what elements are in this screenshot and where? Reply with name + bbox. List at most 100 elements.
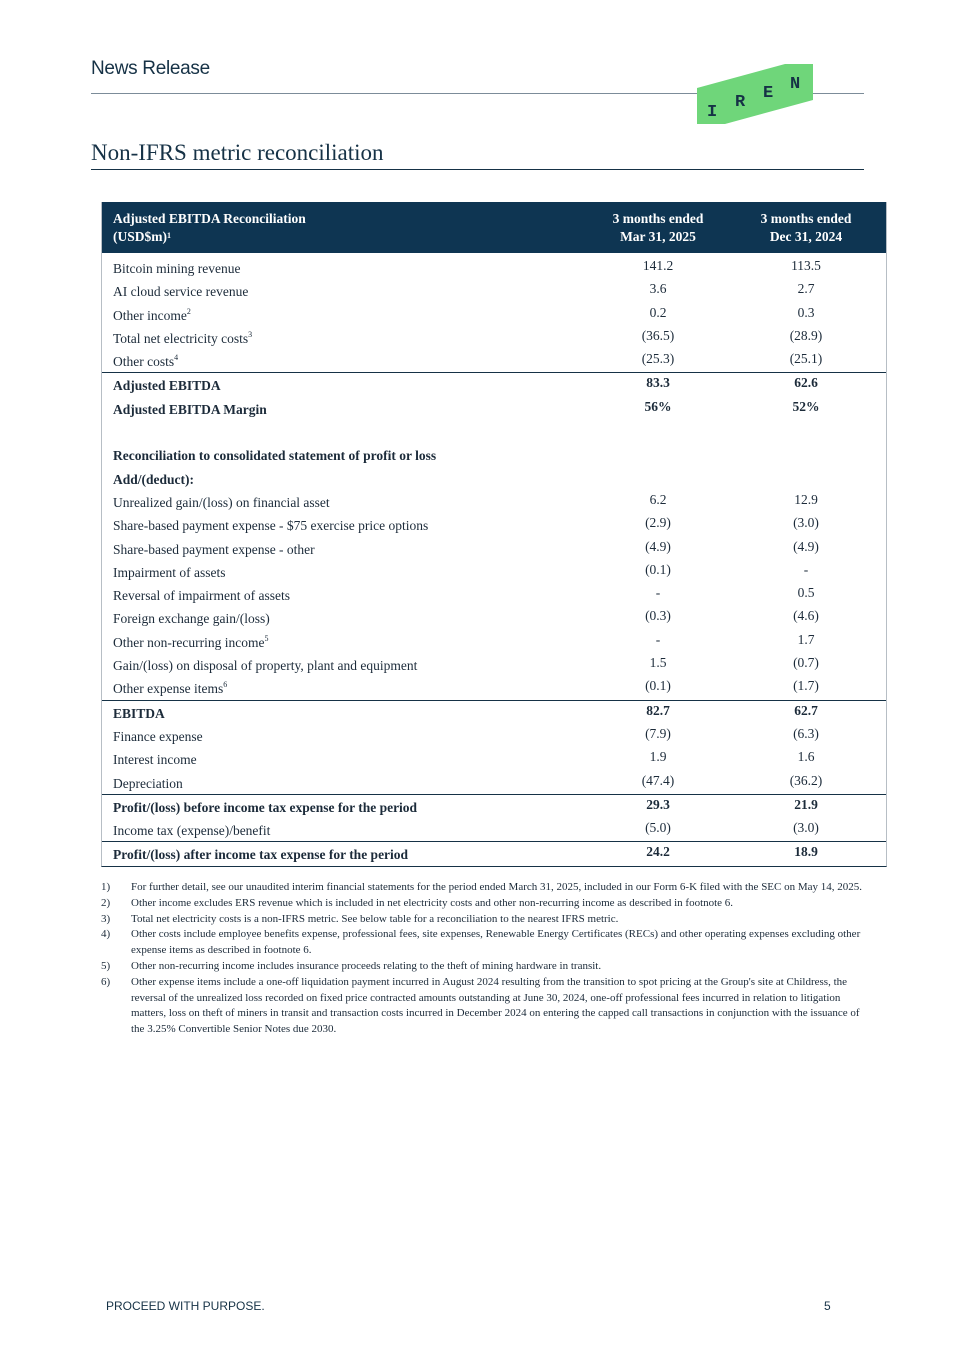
footnote: 2) Other income excludes ERS revenue whic…: [101, 896, 866, 912]
row-label: Adjusted EBITDA: [113, 378, 221, 394]
row-label: Interest income: [113, 752, 197, 768]
table-row: Unrealized gain/(loss) on financial asse…: [102, 490, 886, 513]
footnote-text: Other expense items include a one-off li…: [131, 975, 860, 1036]
table-row: Other expense items6 (0.1) (1.7): [102, 676, 886, 699]
value-mar-2025: (0.1): [645, 678, 671, 694]
table-header: Adjusted EBITDA Reconciliation (USD$m)1 …: [102, 202, 886, 253]
table-row: Foreign exchange gain/(loss) (0.3) (4.6): [102, 606, 886, 629]
value-dec-2024: (4.6): [793, 608, 819, 624]
footnote-number: 6): [101, 975, 111, 988]
value-mar-2025: (2.9): [645, 515, 671, 531]
value-mar-2025: 1.9: [649, 749, 667, 765]
footnote: 6) Other expense items include a one-off …: [101, 975, 866, 1038]
svg-text:R: R: [735, 93, 746, 112]
footnotes: 1) For further detail, see our unaudited …: [101, 880, 866, 1038]
value-mar-2025: 3.6: [649, 281, 667, 297]
value-dec-2024: 0.3: [797, 304, 815, 320]
value-dec-2024: 2.7: [797, 281, 815, 297]
table-row: Profit/(loss) before income tax expense …: [102, 793, 886, 818]
table-row: Share-based payment expense - other (4.9)…: [102, 537, 886, 560]
footnote: 1) For further detail, see our unaudited …: [101, 880, 866, 896]
value-dec-2024: (3.0): [793, 515, 819, 531]
table-row: AI cloud service revenue 3.6 2.7: [102, 279, 886, 302]
row-label: Reversal of impairment of assets: [113, 588, 290, 604]
value-mar-2025: -: [655, 585, 661, 601]
value-dec-2024: 113.5: [791, 258, 821, 273]
header-title: News Release: [91, 58, 210, 79]
row-label: Other income2: [113, 306, 191, 323]
row-label: Income tax (expense)/benefit: [113, 823, 271, 839]
iren-logo: IR E N: [697, 64, 813, 124]
table-row: Income tax (expense)/benefit (5.0) (3.0): [102, 818, 886, 841]
footnote-text: Other costs include employee benefits ex…: [131, 928, 861, 957]
footnote: 3) Total net electricity costs is a non-I…: [101, 912, 866, 928]
footnote-ref: 3: [248, 329, 253, 339]
value-dec-2024: (3.0): [793, 820, 819, 836]
header-label: Adjusted EBITDA Reconciliation (USD$m)1: [113, 211, 306, 244]
table-row: Profit/(loss) after income tax expense f…: [102, 841, 886, 865]
table-row: Reversal of impairment of assets - 0.5: [102, 583, 886, 606]
value-mar-2025: 82.7: [646, 702, 670, 718]
row-label: AI cloud service revenue: [113, 284, 249, 300]
value-dec-2024: (25.1): [789, 351, 823, 367]
row-label: Total net electricity costs3: [113, 329, 253, 346]
table-row: Impairment of assets (0.1) -: [102, 560, 886, 583]
footnote: 4) Other costs include employee benefits …: [101, 927, 866, 959]
value-mar-2025: (36.5): [641, 327, 675, 343]
table-row: Bitcoin mining revenue 141.2 113.5: [102, 256, 886, 279]
svg-text:I: I: [707, 103, 717, 122]
value-dec-2024: (4.9): [793, 538, 819, 554]
value-dec-2024: (36.2): [789, 772, 823, 788]
row-label: Other costs4: [113, 353, 179, 370]
value-mar-2025: (7.9): [645, 725, 671, 741]
footnote-number: 5): [101, 959, 111, 972]
footnote-number: 2): [101, 896, 111, 909]
footnote: 5) Other non-recurring income includes in…: [101, 959, 866, 975]
value-dec-2024: 1.6: [797, 749, 815, 765]
table-row: Depreciation (47.4) (36.2): [102, 771, 886, 794]
value-dec-2024: 62.7: [794, 702, 818, 718]
value-mar-2025: 83.3: [646, 375, 670, 391]
table-row: Other income2 0.2 0.3: [102, 303, 886, 326]
footer-tagline: PROCEED WITH PURPOSE.: [106, 1299, 265, 1313]
value-mar-2025: (0.1): [645, 561, 671, 577]
svg-text:E: E: [763, 84, 773, 103]
table-row: Other costs4 (25.3) (25.1): [102, 349, 886, 372]
value-dec-2024: (0.7): [793, 655, 819, 671]
header-col-mar-2025: 3 months ended Mar 31, 2025: [612, 211, 704, 244]
row-label: Reconciliation to consolidated statement…: [113, 448, 437, 464]
table-body: Bitcoin mining revenue 141.2 113.5 AI cloud…: [102, 256, 886, 866]
value-mar-2025: 24.2: [646, 844, 670, 860]
page-number: 5: [824, 1299, 831, 1313]
value-mar-2025: (4.9): [645, 538, 671, 554]
value-dec-2024: (28.9): [789, 327, 823, 343]
row-label: Add/(deduct):: [113, 471, 195, 487]
value-mar-2025: (47.4): [641, 772, 675, 788]
table-row: Reconciliation to consolidated statement…: [102, 443, 886, 466]
value-mar-2025: 141.2: [642, 258, 674, 273]
table-row: Share-based payment expense - $75 exerci…: [102, 513, 886, 536]
table-row: Add/(deduct):: [102, 467, 886, 490]
table-row: Adjusted EBITDA 83.3 62.6: [102, 372, 886, 396]
table-row: Adjusted EBITDA Margin 56% 52%: [102, 397, 886, 420]
value-dec-2024: 21.9: [794, 796, 818, 812]
row-label: EBITDA: [113, 705, 165, 721]
table-row: Finance expense (7.9) (6.3): [102, 724, 886, 747]
footnote-text: For further detail, see our unaudited in…: [131, 881, 863, 893]
row-label: Profit/(loss) after income tax expense f…: [113, 847, 409, 863]
value-mar-2025: 56%: [644, 398, 672, 414]
value-mar-2025: 0.2: [649, 304, 667, 320]
footnote-text: Other income excludes ERS revenue which …: [131, 896, 734, 909]
row-label: Unrealized gain/(loss) on financial asse…: [113, 494, 330, 510]
footnote-number: 4): [101, 928, 111, 941]
row-label: Other expense items6: [113, 680, 228, 697]
value-dec-2024: 62.6: [794, 375, 818, 391]
row-label: Profit/(loss) before income tax expense …: [113, 799, 418, 815]
header-divider: [91, 93, 864, 94]
footnote-number: 3): [101, 912, 111, 925]
value-mar-2025: (25.3): [641, 351, 675, 367]
value-mar-2025: -: [655, 631, 661, 647]
adjusted-ebitda-table: Adjusted EBITDA Reconciliation (USD$m)1 …: [101, 202, 887, 867]
value-mar-2025: 6.2: [649, 491, 667, 507]
row-label: Other non-recurring income5: [113, 633, 269, 650]
